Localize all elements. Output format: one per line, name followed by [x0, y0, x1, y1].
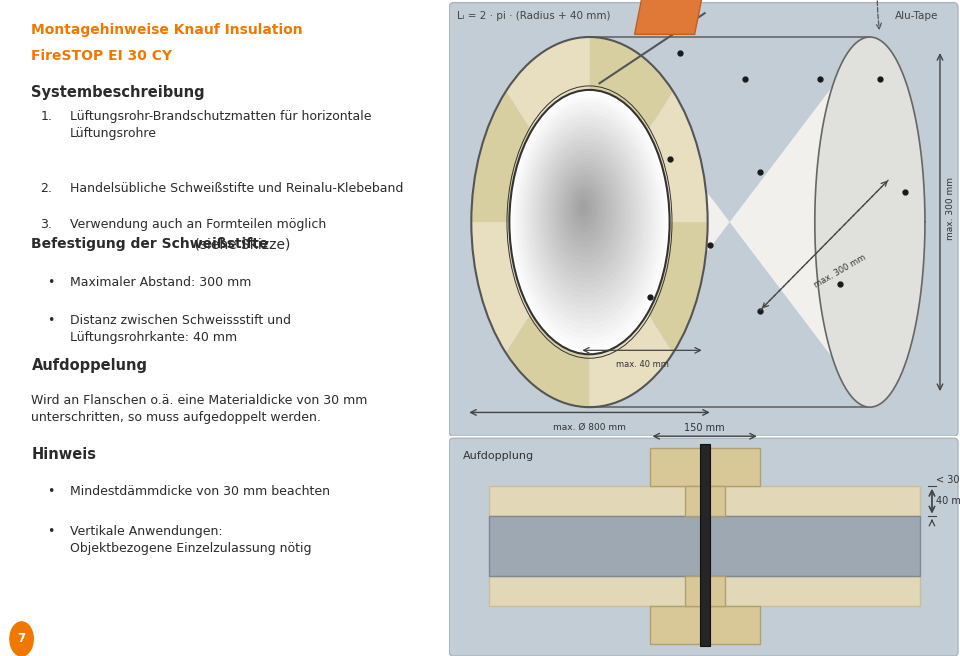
Text: 7: 7	[17, 632, 26, 646]
Ellipse shape	[522, 110, 655, 329]
Ellipse shape	[565, 178, 604, 242]
Text: max. 40 mm: max. 40 mm	[616, 359, 669, 369]
Text: 3.: 3.	[40, 218, 52, 232]
Text: •: •	[47, 314, 55, 327]
Text: Mindestdämmdicke von 30 mm beachten: Mindestdämmdicke von 30 mm beachten	[70, 485, 329, 499]
Text: Hinweis: Hinweis	[32, 447, 96, 462]
Polygon shape	[589, 91, 708, 222]
Polygon shape	[471, 91, 589, 222]
Ellipse shape	[510, 90, 669, 354]
Text: 40 mm: 40 mm	[936, 496, 960, 506]
Ellipse shape	[512, 94, 666, 349]
Ellipse shape	[547, 150, 625, 277]
Polygon shape	[815, 37, 924, 407]
Ellipse shape	[517, 102, 660, 339]
Ellipse shape	[519, 106, 658, 334]
FancyBboxPatch shape	[449, 3, 958, 436]
Bar	[650, 448, 759, 486]
Ellipse shape	[575, 194, 592, 222]
Polygon shape	[471, 222, 589, 353]
Text: •: •	[47, 525, 55, 538]
Ellipse shape	[545, 146, 628, 283]
Ellipse shape	[532, 126, 643, 308]
Ellipse shape	[555, 162, 616, 262]
Bar	[490, 516, 920, 576]
Bar	[684, 486, 725, 516]
Polygon shape	[589, 37, 673, 222]
Ellipse shape	[550, 154, 622, 273]
Ellipse shape	[530, 122, 646, 314]
Text: •: •	[47, 485, 55, 499]
Text: Maximaler Abstand: 300 mm: Maximaler Abstand: 300 mm	[70, 276, 251, 289]
Polygon shape	[589, 222, 673, 407]
Polygon shape	[506, 37, 589, 222]
Text: Lüftungsrohr-Brandschutzmatten für horizontale
Lüftungsrohre: Lüftungsrohr-Brandschutzmatten für horiz…	[70, 110, 372, 140]
Text: (siehe Skizze): (siehe Skizze)	[189, 237, 290, 251]
Text: < 30 mm: < 30 mm	[936, 475, 960, 485]
Ellipse shape	[527, 118, 649, 319]
Text: FireSTOP EI 30 CY: FireSTOP EI 30 CY	[32, 49, 173, 63]
Ellipse shape	[558, 166, 612, 257]
Text: •: •	[47, 276, 55, 289]
Polygon shape	[589, 37, 924, 407]
Text: Aufdopplung: Aufdopplung	[464, 451, 535, 461]
Ellipse shape	[561, 170, 610, 252]
Ellipse shape	[542, 142, 631, 288]
Text: Vertikale Anwendungen:
Objektbezogene Einzelzulassung nötig: Vertikale Anwendungen: Objektbezogene Ei…	[70, 525, 311, 555]
Text: Aufdoppelung: Aufdoppelung	[32, 358, 148, 373]
Ellipse shape	[515, 98, 663, 344]
Bar	[490, 576, 920, 606]
Ellipse shape	[553, 158, 619, 268]
Text: Lₗ = 2 · pi · (Radius + 40 mm): Lₗ = 2 · pi · (Radius + 40 mm)	[457, 10, 611, 20]
Ellipse shape	[567, 182, 601, 237]
Bar	[700, 444, 709, 646]
Ellipse shape	[535, 130, 639, 303]
Text: Wird an Flanschen o.ä. eine Materialdicke von 30 mm
unterschritten, so muss aufg: Wird an Flanschen o.ä. eine Materialdick…	[32, 394, 368, 424]
Text: Alu-Tape: Alu-Tape	[895, 10, 938, 20]
Text: Befestigung der Schweißstifte: Befestigung der Schweißstifte	[32, 237, 269, 251]
FancyBboxPatch shape	[449, 438, 958, 656]
Text: Systembeschreibung: Systembeschreibung	[32, 85, 205, 100]
Polygon shape	[506, 222, 589, 407]
Text: 2.: 2.	[40, 182, 52, 195]
Ellipse shape	[573, 190, 595, 226]
Text: 1.: 1.	[40, 110, 52, 123]
Polygon shape	[635, 0, 705, 34]
Ellipse shape	[524, 114, 652, 323]
Polygon shape	[589, 222, 708, 353]
Text: Distanz zwischen Schweissstift und
Lüftungsrohrkante: 40 mm: Distanz zwischen Schweissstift und Lüftu…	[70, 314, 291, 344]
Ellipse shape	[540, 138, 634, 293]
Text: 150 mm: 150 mm	[684, 423, 725, 433]
Text: max. Ø 800 mm: max. Ø 800 mm	[553, 423, 626, 432]
Bar	[684, 576, 725, 606]
Ellipse shape	[581, 202, 586, 211]
Ellipse shape	[538, 134, 636, 298]
Text: max. 300 mm: max. 300 mm	[946, 177, 955, 240]
Ellipse shape	[563, 174, 607, 247]
Bar	[650, 606, 759, 644]
Ellipse shape	[570, 186, 598, 232]
Bar	[490, 486, 920, 516]
Circle shape	[10, 622, 34, 656]
Text: max. 300 mm: max. 300 mm	[812, 253, 867, 289]
Ellipse shape	[578, 198, 589, 216]
Text: Verwendung auch an Formteilen möglich: Verwendung auch an Formteilen möglich	[70, 218, 325, 232]
Text: Montagehinweise Knauf Insulation: Montagehinweise Knauf Insulation	[32, 23, 303, 37]
Text: Handelsübliche Schweißstifte und Reinalu-Klebeband: Handelsübliche Schweißstifte und Reinalu…	[70, 182, 403, 195]
